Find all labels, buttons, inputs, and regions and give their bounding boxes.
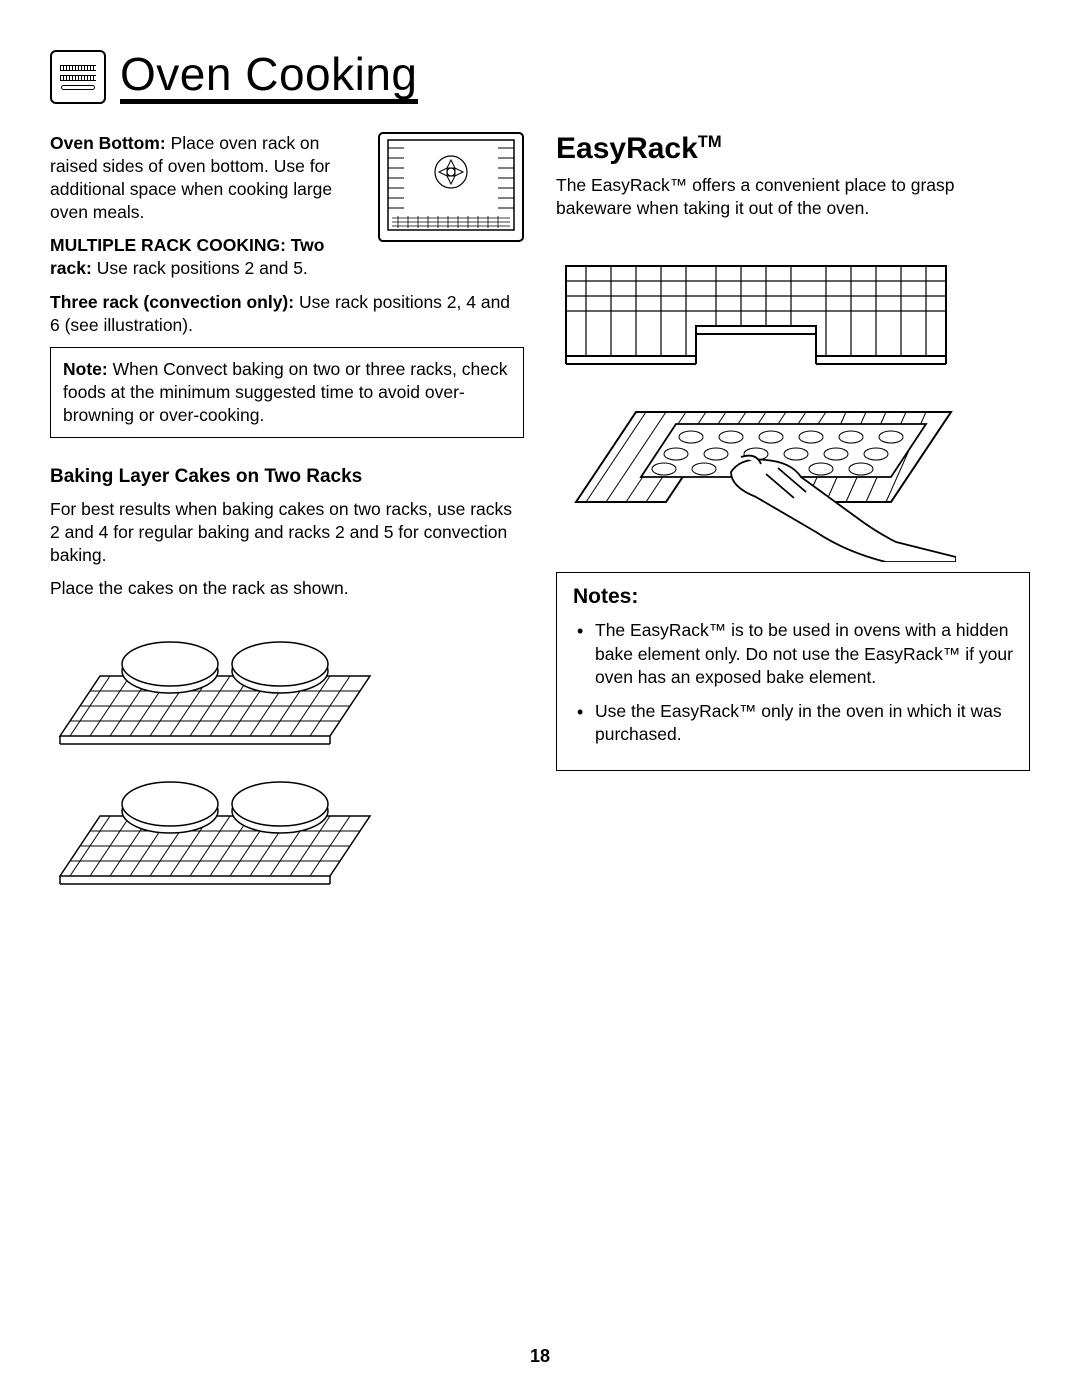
baking-p1: For best results when baking cakes on tw…	[50, 498, 524, 567]
left-column: Oven Bottom: Place oven rack on raised s…	[50, 132, 524, 906]
three-rack-paragraph: Three rack (convection only): Use rack p…	[50, 291, 524, 337]
oven-icon	[50, 50, 106, 104]
page-number: 18	[0, 1346, 1080, 1367]
page-title: Oven Cooking	[120, 51, 418, 104]
layer-cake-illustration	[50, 616, 380, 906]
notes-heading: Notes:	[573, 585, 1013, 609]
easyrack-hand-illustration	[556, 402, 956, 562]
note-box: Note: When Convect baking on two or thre…	[50, 347, 524, 438]
oven-bottom-paragraph: Oven Bottom: Place oven rack on raised s…	[50, 132, 364, 224]
oven-interior-illustration	[378, 132, 524, 242]
notes-box: Notes: The EasyRack™ is to be used in ov…	[556, 572, 1030, 771]
baking-heading: Baking Layer Cakes on Two Racks	[50, 466, 524, 488]
easyrack-illustration	[556, 236, 956, 386]
page-header: Oven Cooking	[50, 50, 1030, 104]
easyrack-intro: The EasyRack™ offers a convenient place …	[556, 174, 1030, 220]
note-item-2: Use the EasyRack™ only in the oven in wh…	[577, 700, 1013, 747]
multi-rack-paragraph: MULTIPLE RACK COOKING: Two rack: Use rac…	[50, 234, 364, 280]
right-column: EasyRackTM The EasyRack™ offers a conven…	[556, 132, 1030, 906]
note-item-1: The EasyRack™ is to be used in ovens wit…	[577, 619, 1013, 689]
easyrack-heading: EasyRackTM	[556, 132, 1030, 166]
baking-p2: Place the cakes on the rack as shown.	[50, 577, 524, 600]
